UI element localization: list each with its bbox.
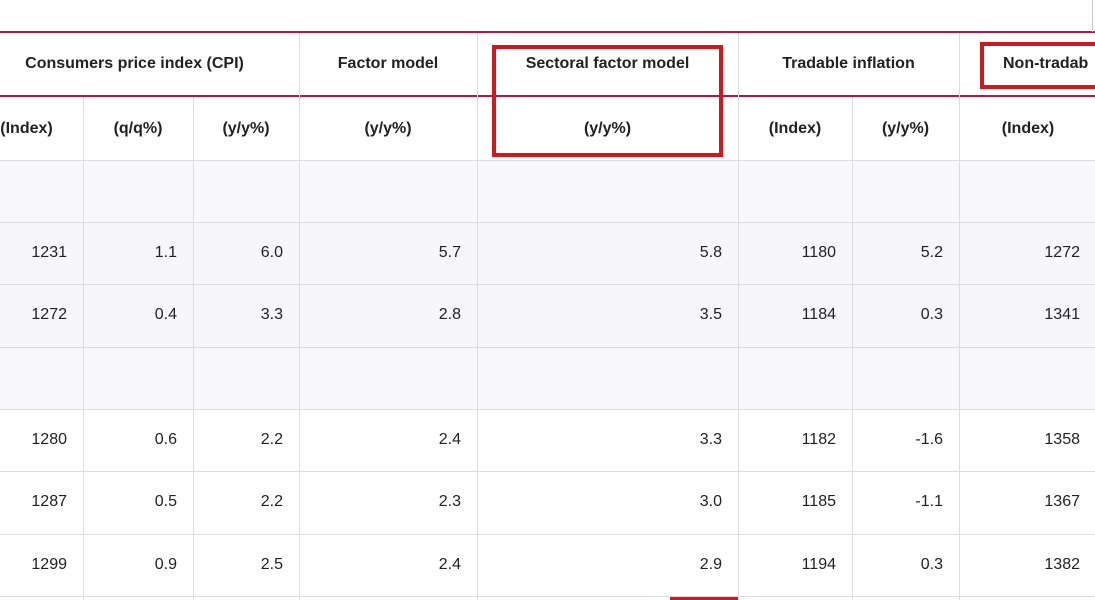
column-divider (299, 33, 300, 600)
table-cell: 1184 (801, 306, 836, 323)
row-divider (0, 160, 1095, 161)
row-divider (0, 284, 1095, 285)
table-cell: 5.8 (699, 244, 722, 261)
table-cell: 6.0 (260, 244, 283, 261)
table-cell: 1280 (31, 431, 67, 448)
highlight-box (980, 42, 1095, 89)
column-divider (83, 97, 84, 600)
table-cell: 0.6 (154, 431, 177, 448)
table-cell: 3.3 (699, 431, 722, 448)
column-divider (738, 33, 739, 600)
table-cell: 3.3 (260, 306, 283, 323)
table-cell: 0.4 (154, 306, 177, 323)
table-cell: 1182 (801, 431, 836, 448)
table-cell: 2.4 (438, 431, 461, 448)
row-divider (0, 222, 1095, 223)
table-cell: -1.6 (915, 431, 943, 448)
table-cell: 1185 (801, 493, 836, 510)
table-cell: 1341 (1044, 306, 1080, 323)
sub-header: (Index) (0, 119, 53, 137)
table-cell: 1194 (801, 556, 836, 573)
row-divider (0, 471, 1095, 472)
group-header: Tradable inflation (782, 55, 915, 72)
sub-header: (Index) (1001, 119, 1055, 137)
table-cell: 1272 (1044, 244, 1080, 261)
column-divider (852, 97, 853, 600)
column-divider (959, 33, 960, 600)
row-divider (0, 347, 1095, 348)
group-header: Factor model (337, 55, 439, 72)
column-divider (477, 33, 478, 600)
table-cell: 5.7 (438, 244, 461, 261)
table-cell: -1.1 (915, 493, 943, 510)
table-cell: 2.3 (438, 493, 461, 510)
highlight-box (492, 45, 723, 157)
sub-header: (y/y%) (881, 119, 930, 137)
edge-line (1092, 0, 1093, 32)
table-cell: 1382 (1044, 556, 1080, 573)
table-cell: 2.2 (260, 431, 283, 448)
table-cell: 1180 (801, 244, 836, 261)
table-cell: 0.5 (154, 493, 177, 510)
header-rule (0, 95, 1095, 97)
table-cell: 2.5 (260, 556, 283, 573)
table-cell: 2.4 (438, 556, 461, 573)
table-cell: 1299 (31, 556, 67, 573)
group-header: Non-tradab (1003, 55, 1089, 72)
sub-header: (y/y%) (222, 119, 270, 137)
table-cell: 2.8 (438, 306, 461, 323)
table-cell: 1272 (31, 306, 67, 323)
table-cell: 1231 (31, 244, 67, 261)
table-cell: 2.2 (260, 493, 283, 510)
table-cell: 0.3 (920, 306, 943, 323)
row-divider (0, 596, 1095, 597)
row-divider (0, 409, 1095, 410)
sub-header: (y/y%) (364, 119, 412, 137)
table-cell: 3.0 (699, 493, 722, 510)
table-cell: 1358 (1044, 431, 1080, 448)
table-cell: 5.2 (920, 244, 943, 261)
group-header: Consumers price index (CPI) (25, 55, 244, 72)
table-cell: 0.3 (920, 556, 943, 573)
row-background (0, 160, 1095, 222)
red-mark (670, 597, 738, 600)
top-rule (0, 31, 1095, 33)
sub-header: (q/q%) (113, 119, 163, 137)
table-cell: 1.1 (154, 244, 177, 261)
group-header: Sectoral factor model (525, 55, 690, 72)
row-background (0, 347, 1095, 409)
row-divider (0, 534, 1095, 535)
table-cell: 0.9 (154, 556, 177, 573)
table-cell: 2.9 (699, 556, 722, 573)
sub-header: (y/y%) (583, 119, 632, 137)
column-divider (193, 97, 194, 600)
table-cell: 1287 (31, 493, 67, 510)
table-cell: 3.5 (699, 306, 722, 323)
sub-header: (Index) (768, 119, 822, 137)
table-cell: 1367 (1044, 493, 1080, 510)
